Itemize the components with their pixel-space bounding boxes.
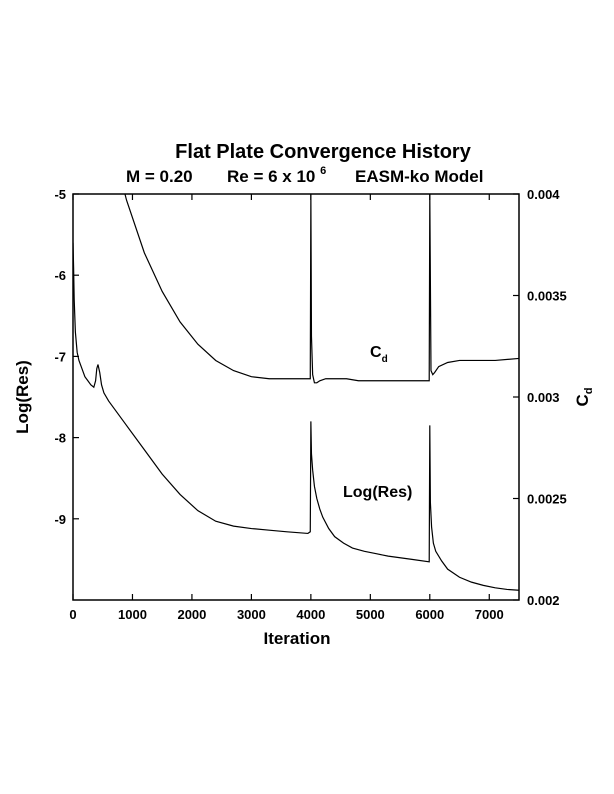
- plot-frame: [72, 193, 520, 601]
- y-left-tick-label: -9: [54, 512, 66, 527]
- subtitle-mach: M = 0.20: [126, 167, 193, 186]
- x-axis-label: Iteration: [263, 629, 330, 648]
- annotation-cd-base: C: [370, 344, 382, 361]
- y-right-tick-label: 0.0035: [527, 289, 567, 304]
- x-tick-label: 5000: [356, 607, 385, 622]
- y-right-tick-label: 0.003: [527, 390, 560, 405]
- subtitle-model: EASM-ko Model: [355, 167, 483, 186]
- y-right-tick-label: 0.0025: [527, 492, 567, 507]
- annotation-cd: Cd: [370, 344, 388, 365]
- y-right-tick-label: 0.002: [527, 593, 560, 608]
- chart-title: Flat Plate Convergence History: [175, 141, 472, 163]
- x-tick-label: 0: [69, 607, 76, 622]
- cd-series-line: [124, 194, 519, 384]
- y-axis-right-label-base: C: [573, 394, 592, 406]
- chart-subtitle: M = 0.20 Re = 6 x 10 6 EASM-ko Model: [126, 159, 483, 186]
- x-tick-label: 4000: [296, 607, 325, 622]
- y-axis-left-label: Log(Res): [13, 360, 32, 434]
- subtitle-re: Re = 6 x 10: [227, 167, 315, 186]
- x-tick-label: 3000: [237, 607, 266, 622]
- x-tick-label: 2000: [177, 607, 206, 622]
- annotation-cd-sub: d: [382, 354, 388, 365]
- log-res-series-line: [73, 242, 519, 591]
- x-tick-label: 6000: [415, 607, 444, 622]
- y-left-tick-label: -7: [54, 349, 66, 364]
- x-tick-label: 1000: [118, 607, 147, 622]
- subtitle-re-exponent: 6: [320, 165, 326, 177]
- x-tick-label: 7000: [475, 607, 504, 622]
- annotation-log-res: Log(Res): [343, 484, 412, 501]
- y-left-tick-label: -8: [54, 431, 66, 446]
- y-axis-right-label-sub: d: [583, 387, 595, 394]
- y-axis-right-label: Cd: [573, 387, 595, 406]
- y-right-tick-label: 0.004: [527, 187, 560, 202]
- y-left-tick-label: -5: [54, 187, 66, 202]
- y-left-tick-label: -6: [54, 268, 66, 283]
